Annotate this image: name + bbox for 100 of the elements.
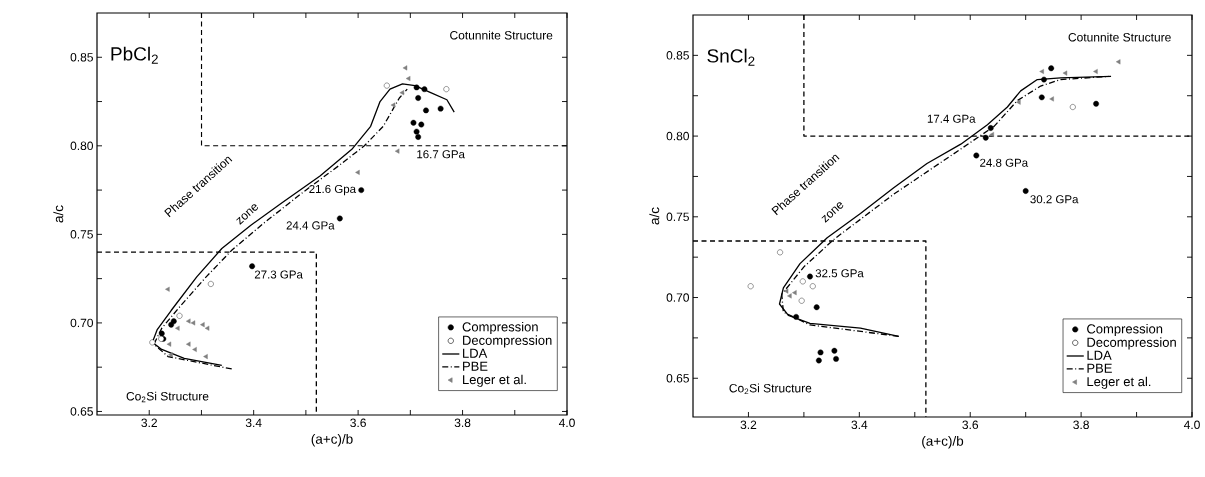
point	[777, 249, 783, 256]
point	[383, 82, 390, 89]
annotation: 21.6 Gpa	[309, 184, 357, 196]
point	[423, 107, 429, 114]
point	[1115, 59, 1121, 65]
point	[410, 119, 417, 126]
point	[176, 312, 183, 319]
x-axis-title: (a+c)/b	[311, 433, 353, 447]
y-axis-title: a/c	[53, 205, 64, 223]
point	[399, 90, 405, 96]
annotation: 27.3 GPa	[254, 270, 303, 279]
legend-label: LDA	[463, 348, 488, 358]
point	[1038, 94, 1045, 101]
point	[175, 325, 180, 331]
legend-label: PBE	[463, 361, 488, 371]
legend-label: PBE	[1087, 363, 1112, 373]
annotation: 24.4 GPa	[286, 221, 335, 230]
legend-label: Decompression	[1087, 337, 1176, 350]
x-tick-label: 3.6	[350, 418, 366, 428]
point	[1022, 188, 1029, 194]
point	[813, 304, 820, 311]
point	[1069, 104, 1076, 110]
point	[149, 339, 156, 346]
point	[168, 352, 173, 358]
point	[798, 297, 805, 304]
point	[413, 128, 420, 135]
point	[987, 125, 994, 131]
point	[833, 355, 839, 362]
point	[413, 84, 420, 91]
point	[747, 283, 754, 290]
point	[787, 293, 792, 299]
point	[394, 148, 400, 154]
point	[792, 290, 797, 296]
y-tick-label: 0.80	[666, 131, 690, 141]
point	[421, 86, 428, 93]
point	[1048, 65, 1055, 72]
annotation: Cotunnite Structure	[450, 30, 553, 40]
point	[1093, 100, 1099, 107]
point	[190, 320, 196, 326]
y-tick-label: 0.85	[70, 53, 93, 62]
point	[1016, 99, 1021, 105]
point	[793, 314, 800, 320]
annotation: 16.7 GPa	[417, 150, 465, 159]
point	[1041, 76, 1047, 83]
y-tick-label: 0.70	[70, 318, 93, 328]
legend-label: Compression	[1087, 323, 1163, 337]
x-tick-label: 3.8	[454, 418, 471, 428]
point	[831, 347, 838, 354]
point	[168, 321, 175, 328]
point	[203, 354, 208, 360]
point	[358, 187, 365, 193]
y-tick-label: 0.75	[70, 230, 93, 239]
y-tick-label: 0.70	[666, 293, 690, 302]
x-tick-label: 3.2	[141, 418, 157, 428]
y-tick-label: 0.75	[666, 212, 689, 222]
point	[402, 65, 408, 71]
x-tick-label: 3.2	[740, 420, 757, 430]
point	[336, 215, 343, 222]
point	[1039, 68, 1044, 75]
point	[418, 121, 425, 128]
point	[443, 86, 450, 93]
x-tick-label: 3.4	[245, 418, 262, 428]
text: SnCl$_{2}$	[707, 48, 755, 66]
point	[166, 341, 172, 347]
point	[415, 134, 422, 140]
text: PbCl$_{2}$	[111, 46, 158, 64]
point	[817, 349, 824, 356]
point	[355, 169, 360, 175]
point	[989, 131, 994, 138]
y-axis-title: a/c	[649, 207, 660, 225]
point	[799, 278, 806, 285]
x-tick-label: 3.6	[962, 420, 979, 430]
y-tick-label: 0.65	[70, 407, 93, 416]
x-tick-label: 3.8	[1073, 420, 1089, 430]
x-axis-title: (a+c)/b	[922, 435, 964, 449]
y-tick-label: 0.85	[666, 51, 689, 60]
point	[186, 341, 191, 347]
point	[1062, 70, 1068, 76]
point	[158, 330, 165, 337]
point	[390, 102, 396, 108]
point	[809, 283, 816, 290]
annotation: Cotunnite Structure	[1068, 32, 1171, 42]
point	[200, 322, 205, 328]
y-tick-label: 0.65	[666, 374, 689, 383]
point	[415, 95, 422, 101]
annotation: 30.2 GPa	[1030, 195, 1079, 204]
point	[207, 281, 214, 287]
point	[807, 273, 813, 280]
legend-label: Leger et al.	[463, 374, 526, 387]
legend-label: LDA	[1087, 350, 1112, 360]
annotation: 32.5 GPa	[815, 269, 864, 278]
point	[437, 105, 444, 112]
annotation: Co$_{2}$Si Structure	[729, 383, 812, 395]
annotation: 17.4 GPa	[927, 114, 976, 123]
point	[170, 318, 177, 325]
annotation: Co$_{2}$Si Structure	[126, 391, 209, 403]
point	[1049, 96, 1054, 102]
point	[405, 75, 411, 82]
point	[982, 134, 989, 141]
point	[192, 346, 197, 353]
